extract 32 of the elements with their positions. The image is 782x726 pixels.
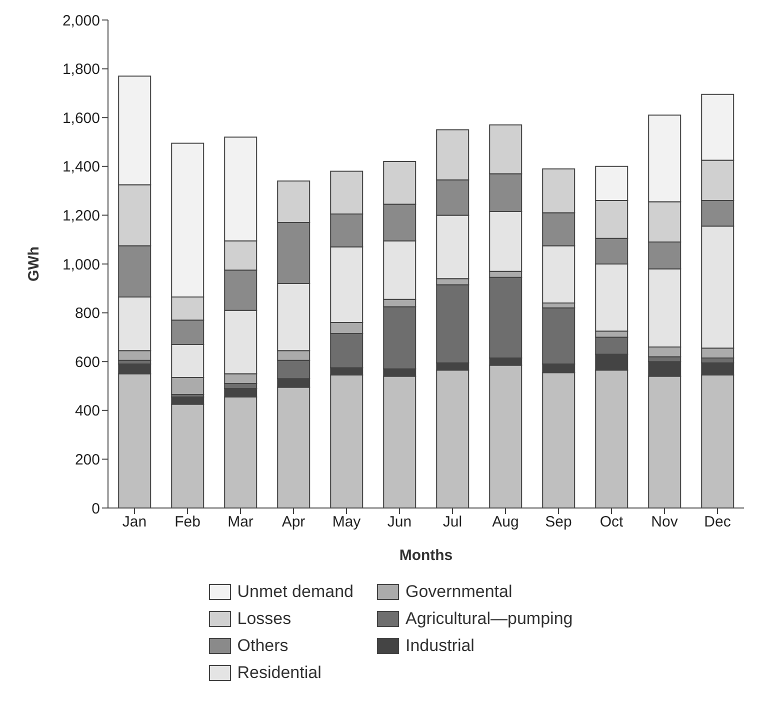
y-tick-label: 1,600 xyxy=(62,110,100,127)
x-tick-label: Jun xyxy=(387,514,412,531)
y-tick-label: 800 xyxy=(74,305,100,322)
x-tick-label: Apr xyxy=(282,514,306,531)
y-tick-label: 1,800 xyxy=(62,61,100,78)
legend-label: Unmet demand xyxy=(237,582,354,602)
legend-label: Others xyxy=(237,636,288,656)
legend-label: Governmental xyxy=(405,582,512,602)
x-tick-label: Sep xyxy=(545,514,572,531)
x-tick-label: Oct xyxy=(600,514,624,531)
x-tick-label: Aug xyxy=(492,514,519,531)
y-tick-label: 1,200 xyxy=(62,208,100,225)
x-tick-label: Dec xyxy=(704,514,732,531)
y-tick-label: 400 xyxy=(74,402,100,420)
legend-label: Residential xyxy=(237,662,322,682)
x-tick-label: Mar xyxy=(228,514,254,531)
legend-label: Agricultural—pumping xyxy=(405,608,573,628)
y-tick-label: 1,000 xyxy=(62,256,100,274)
y-tick-label: 1,400 xyxy=(62,158,100,176)
y-axis-title: GWh xyxy=(25,246,42,282)
x-axis-title: Months xyxy=(399,547,453,564)
x-tick-label: Nov xyxy=(651,514,678,531)
y-tick-label: 2,000 xyxy=(62,12,100,30)
legend-label: Industrial xyxy=(405,636,474,656)
legend-label: Losses xyxy=(237,608,292,628)
y-tick-label: 0 xyxy=(92,500,100,518)
x-tick-label: Jan xyxy=(122,514,147,531)
y-tick-label: 600 xyxy=(74,354,100,371)
x-tick-label: Jul xyxy=(442,514,462,531)
x-tick-label: May xyxy=(332,514,362,531)
y-tick-label: 200 xyxy=(74,452,100,469)
x-tick-label: Feb xyxy=(174,514,200,531)
